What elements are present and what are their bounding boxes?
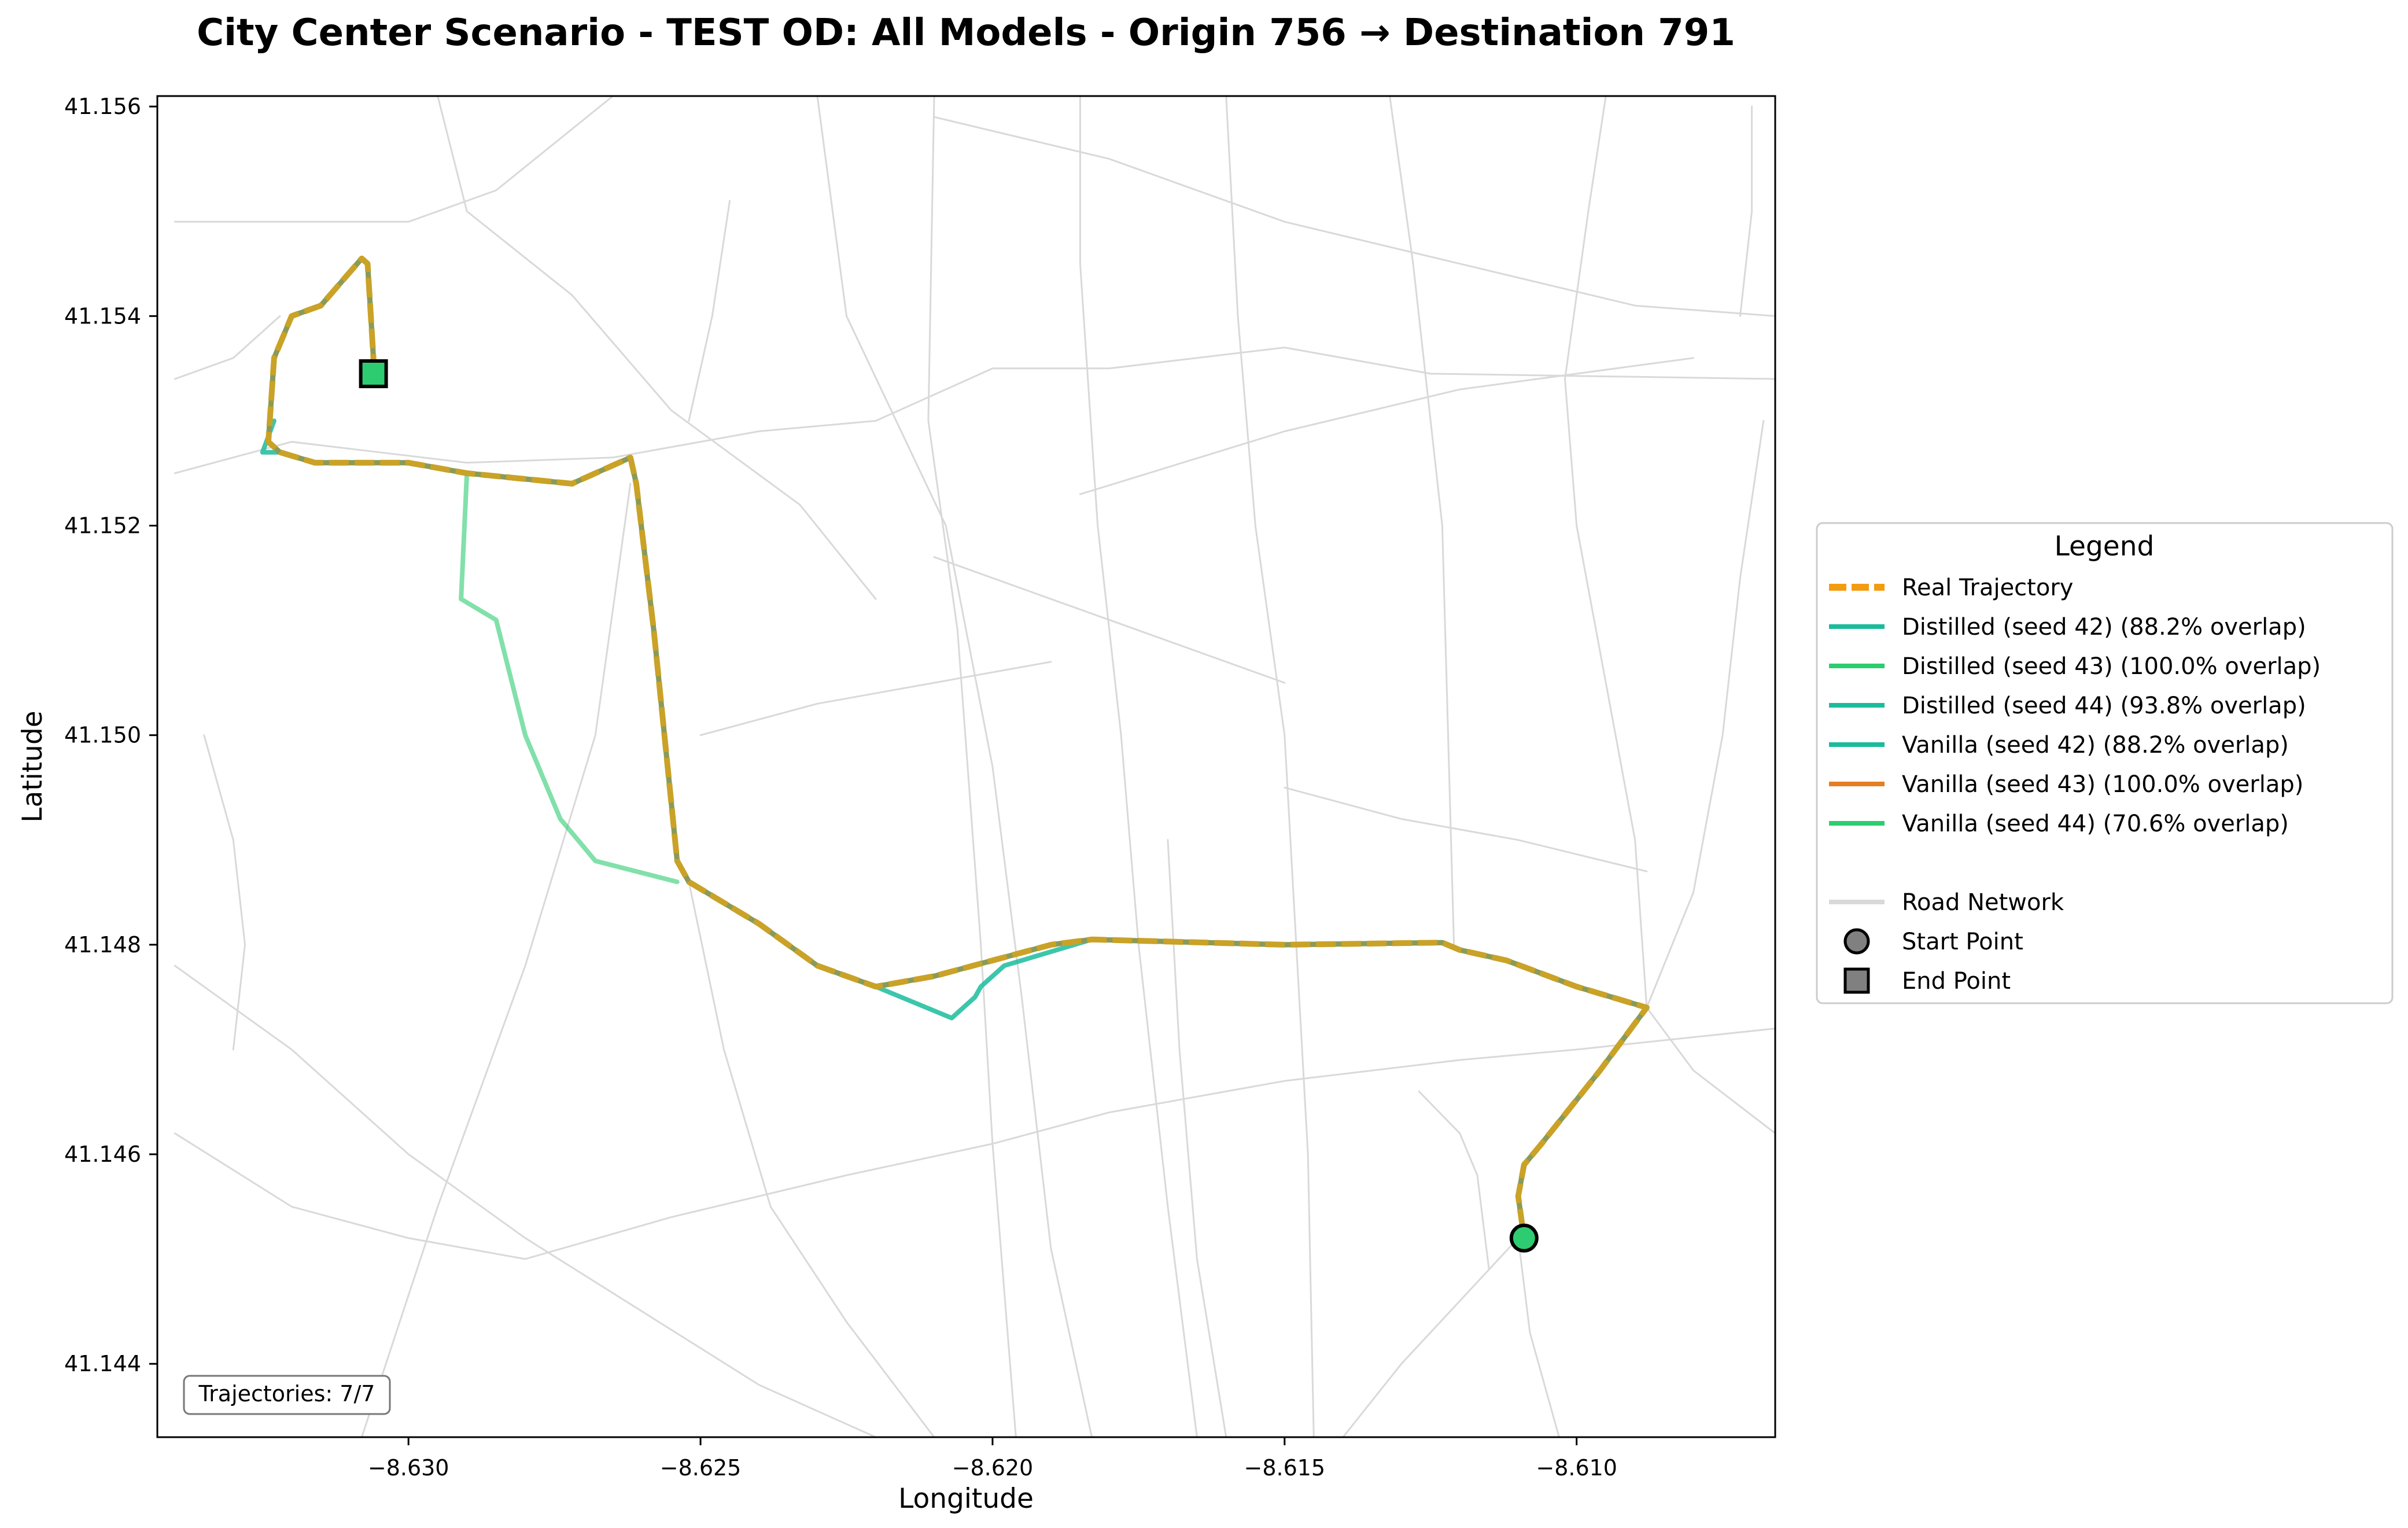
y-tick-label: 41.150	[64, 723, 141, 748]
road-segment	[688, 200, 731, 422]
real-trajectory-route	[265, 255, 1650, 1239]
chart-title: City Center Scenario - TEST OD: All Mode…	[197, 12, 1735, 54]
road-network	[174, 96, 1775, 1437]
legend-entry: Vanilla (seed 42) (88.2% overlap)	[1829, 732, 2289, 759]
road-segment	[174, 347, 1775, 474]
road-segment	[1389, 96, 1455, 946]
legend-entry: Vanilla (seed 44) (70.6% overlap)	[1829, 811, 2289, 837]
legend-label: Distilled (seed 42) (88.2% overlap)	[1902, 614, 2306, 640]
road-segment	[1646, 1007, 1775, 1135]
road-segment	[699, 661, 1052, 737]
road-segment	[816, 96, 1093, 1437]
distilled-seed42-route	[873, 937, 1094, 1021]
road-segment	[1646, 419, 1765, 1008]
x-tick-label: −8.620	[952, 1455, 1034, 1481]
x-tick-label: −8.615	[1244, 1455, 1325, 1481]
road-segment	[174, 315, 281, 380]
trajectories-count-box: Trajectories: 7/7	[183, 1375, 391, 1415]
road-segment	[1418, 1090, 1490, 1271]
trajectories-count-label: Trajectories: 7/7	[198, 1381, 375, 1407]
x-tick-label: −8.610	[1536, 1455, 1617, 1481]
x-axis-ticks: −8.630 −8.625 −8.620 −8.615 −8.610	[368, 1437, 1617, 1481]
plot-frame	[156, 95, 1776, 1438]
legend-label: Distilled (seed 43) (100.0% overlap)	[1902, 653, 2321, 680]
y-tick-label: 41.148	[64, 932, 141, 958]
legend-entry: Distilled (seed 44) (93.8% overlap)	[1829, 693, 2306, 719]
x-axis-label: Longitude	[898, 1483, 1034, 1515]
road-segment	[688, 881, 935, 1437]
legend-entry: End Point	[1843, 967, 2011, 995]
legend-frame	[1816, 522, 2394, 1004]
road-segment	[1167, 839, 1227, 1437]
legend-entry: Real Trajectory	[1829, 575, 2073, 601]
y-tick-label: 41.146	[64, 1142, 141, 1167]
road-segment	[1079, 96, 1198, 1437]
plot-background	[157, 96, 1775, 1437]
road-segment	[1739, 105, 1753, 317]
legend-label: Vanilla (seed 42) (88.2% overlap)	[1902, 732, 2289, 759]
legend-label: Real Trajectory	[1902, 575, 2073, 601]
x-tick-label: −8.625	[660, 1455, 742, 1481]
legend-entry: Vanilla (seed 43) (100.0% overlap)	[1829, 771, 2303, 798]
road-segment	[174, 964, 877, 1437]
legend: Legend Real Trajectory Distilled (seed 42…	[1816, 522, 2394, 1004]
road-segment	[1079, 357, 1695, 495]
road-segment	[1517, 1237, 1560, 1437]
legend-label: Vanilla (seed 44) (70.6% overlap)	[1902, 811, 2289, 837]
y-axis-ticks: 41.144 41.146 41.148 41.150 41.152 41.154 41.1…	[64, 94, 157, 1376]
legend-entries: Real Trajectory Distilled (seed 42) (88.2…	[1829, 575, 2321, 995]
road-segment	[203, 734, 246, 1051]
legend-entry: Start Point	[1843, 928, 2023, 955]
start-point-marker	[1509, 1223, 1539, 1253]
start-point-legend-icon	[1843, 928, 1870, 955]
road-segment	[933, 556, 1286, 684]
legend-label: Vanilla (seed 43) (100.0% overlap)	[1902, 771, 2303, 798]
road-segment	[437, 96, 877, 600]
road-segment	[1284, 786, 1648, 872]
y-axis-label: Latitude	[17, 710, 49, 822]
road-segment	[933, 116, 1775, 317]
od-markers	[359, 359, 1539, 1253]
y-tick-label: 41.144	[64, 1351, 141, 1376]
road-segment	[174, 1028, 1775, 1260]
legend-label: Start Point	[1902, 929, 2023, 955]
x-tick-label: −8.630	[368, 1455, 449, 1481]
legend-entry: Road Network	[1829, 889, 2064, 916]
legend-entry: Distilled (seed 43) (100.0% overlap)	[1829, 653, 2321, 680]
road-segment	[927, 96, 1017, 1437]
legend-label: Road Network	[1902, 889, 2064, 916]
legend-title: Legend	[2055, 531, 2155, 562]
legend-label: Distilled (seed 44) (93.8% overlap)	[1902, 693, 2306, 719]
y-tick-label: 41.152	[64, 513, 141, 538]
road-segment	[360, 483, 632, 1437]
road-segment	[174, 96, 614, 223]
trajectory-lines	[260, 255, 1650, 1241]
y-tick-label: 41.156	[64, 94, 141, 119]
road-segment	[1225, 96, 1315, 1437]
y-tick-label: 41.154	[64, 303, 141, 329]
end-point-marker	[359, 359, 388, 388]
road-segment	[1564, 96, 1648, 1008]
legend-label: End Point	[1902, 968, 2011, 995]
vanilla-seed44-route	[459, 470, 680, 885]
end-point-legend-icon	[1843, 967, 1870, 994]
legend-entry: Distilled (seed 42) (88.2% overlap)	[1829, 614, 2306, 640]
